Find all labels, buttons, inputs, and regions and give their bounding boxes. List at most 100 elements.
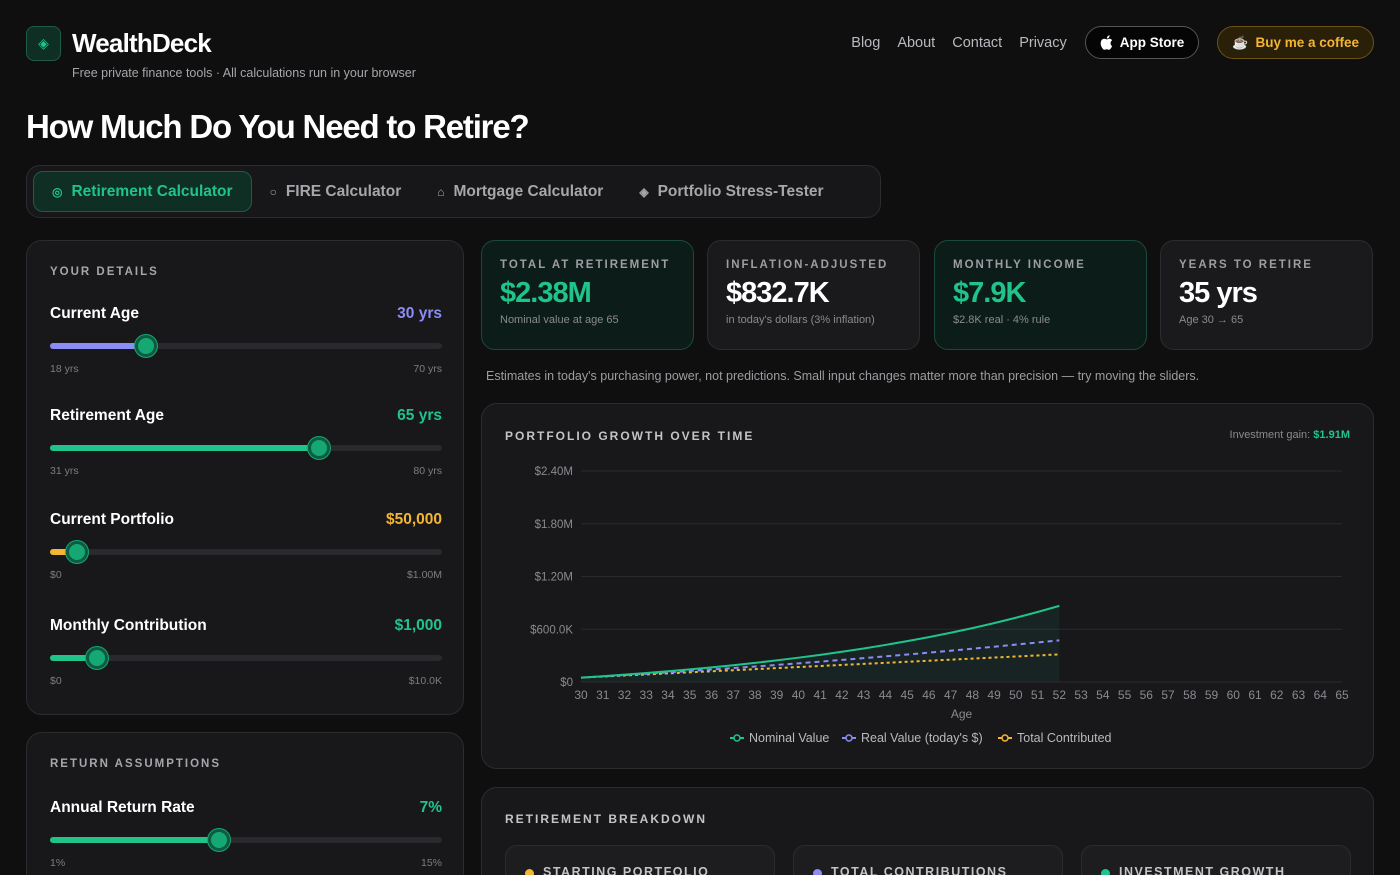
app-store-label: App Store bbox=[1119, 35, 1185, 50]
nav-privacy-link[interactable]: Privacy bbox=[1019, 34, 1067, 51]
x-tick-label: 36 bbox=[705, 688, 719, 702]
x-tick-label: 39 bbox=[770, 688, 784, 702]
slider-fill bbox=[50, 655, 98, 661]
monthly-contribution-slider[interactable]: Monthly Contribution $1,000 $0 $10.0K bbox=[50, 617, 442, 697]
slider-thumb[interactable] bbox=[307, 437, 330, 459]
x-tick-label: 46 bbox=[922, 688, 936, 702]
stat-sub: in today's dollars (3% inflation) bbox=[726, 314, 875, 326]
app-store-button[interactable]: App Store bbox=[1084, 26, 1200, 59]
legend-label: Nominal Value bbox=[749, 731, 829, 745]
slider-track[interactable] bbox=[50, 541, 442, 563]
slider-max: 15% bbox=[420, 857, 442, 869]
legend-label: Total Contributed bbox=[1017, 731, 1112, 745]
circle-icon: ○ bbox=[269, 184, 277, 199]
stat-value: $832.7K bbox=[726, 277, 830, 309]
top-nav: Blog About Contact Privacy App Store ☕ B… bbox=[834, 26, 1374, 59]
slider-max: 80 yrs bbox=[413, 465, 442, 477]
x-tick-label: 55 bbox=[1118, 688, 1132, 702]
slider-fill bbox=[50, 343, 147, 349]
page-title: How Much Do You Need to Retire? bbox=[26, 108, 530, 145]
series-line bbox=[580, 604, 1060, 679]
x-axis-label: Age bbox=[951, 707, 973, 721]
tab-portfolio-stress-tester[interactable]: ◈ Portfolio Stress-Tester bbox=[621, 171, 841, 212]
nav-about-link[interactable]: About bbox=[897, 34, 936, 51]
x-tick-label: 56 bbox=[1140, 688, 1154, 702]
legend-label: Real Value (today's $) bbox=[861, 731, 983, 745]
slider-min: 31 yrs bbox=[50, 465, 79, 477]
retirement-breakdown-panel: RETIREMENT BREAKDOWN STARTING PORTFOLIO … bbox=[481, 787, 1374, 875]
x-tick-label: 47 bbox=[944, 688, 958, 702]
slider-thumb[interactable] bbox=[86, 647, 109, 669]
slider-label: Current Age bbox=[50, 305, 139, 322]
current-portfolio-slider[interactable]: Current Portfolio $50,000 $0 $1.00M bbox=[50, 511, 442, 591]
x-tick-label: 48 bbox=[966, 688, 980, 702]
x-tick-label: 45 bbox=[900, 688, 914, 702]
stat-label: YEARS TO RETIRE bbox=[1179, 259, 1313, 271]
slider-thumb[interactable] bbox=[66, 541, 89, 563]
slider-max: 70 yrs bbox=[413, 363, 442, 375]
slider-value: $1,000 bbox=[394, 617, 442, 634]
investment-gain-label: Investment gain: bbox=[1229, 429, 1314, 441]
nominal-area-fill bbox=[581, 605, 1060, 682]
x-tick-label: 63 bbox=[1292, 688, 1306, 702]
x-tick-label: 53 bbox=[1074, 688, 1088, 702]
y-tick-label: $1.80M bbox=[535, 519, 573, 531]
breakdown-title: RETIREMENT BREAKDOWN bbox=[505, 812, 707, 826]
annual-return-slider[interactable]: Annual Return Rate 7% 1% 15% bbox=[50, 799, 442, 875]
panel-title: YOUR DETAILS bbox=[50, 266, 159, 278]
tab-label: Portfolio Stress-Tester bbox=[657, 182, 824, 200]
x-tick-label: 62 bbox=[1270, 688, 1284, 702]
nav-blog-link[interactable]: Blog bbox=[851, 34, 881, 51]
slider-label: Annual Return Rate bbox=[50, 799, 195, 816]
tab-mortgage-calculator[interactable]: ⌂ Mortgage Calculator bbox=[419, 171, 621, 212]
site-header: ◈ WealthDeck Free private finance tools … bbox=[26, 26, 1374, 86]
stat-label: MONTHLY INCOME bbox=[953, 259, 1086, 271]
slider-thumb[interactable] bbox=[207, 829, 230, 851]
portfolio-growth-chart[interactable]: $0 $600.0K $1.20M $1.80M $2.40M 30 31 32 33 34 35 3… bbox=[482, 404, 1375, 770]
slider-min: $0 bbox=[50, 675, 62, 687]
x-tick-label: 50 bbox=[1009, 688, 1023, 702]
nav-contact-link[interactable]: Contact bbox=[952, 34, 1003, 51]
slider-min: 1% bbox=[50, 857, 66, 869]
slider-min: 18 yrs bbox=[50, 363, 79, 375]
x-tick-label: 43 bbox=[857, 688, 871, 702]
x-tick-label: 49 bbox=[987, 688, 1001, 702]
x-tick-label: 54 bbox=[1096, 688, 1110, 702]
tab-label: Retirement Calculator bbox=[71, 182, 233, 200]
return-assumptions-panel: RETURN ASSUMPTIONS Annual Return Rate 7%… bbox=[26, 732, 464, 875]
tab-fire-calculator[interactable]: ○ FIRE Calculator bbox=[252, 171, 420, 212]
x-tick-label: 40 bbox=[792, 688, 806, 702]
legend-marker bbox=[1001, 734, 1009, 742]
current-age-slider[interactable]: Current Age 30 yrs 18 yrs 70 yrs bbox=[50, 305, 442, 385]
slider-value: 65 yrs bbox=[397, 407, 442, 424]
slider-value: 30 yrs bbox=[397, 305, 442, 322]
diamond-icon[interactable]: ◈ bbox=[26, 26, 61, 61]
slider-thumb[interactable] bbox=[135, 335, 158, 357]
x-tick-label: 41 bbox=[813, 688, 827, 702]
stat-sub: Age 30 → 65 bbox=[1179, 314, 1244, 326]
your-details-panel: YOUR DETAILS Current Age 30 yrs 18 yrs 7… bbox=[26, 240, 464, 715]
brand-name[interactable]: WealthDeck bbox=[72, 28, 212, 58]
x-tick-label: 64 bbox=[1314, 688, 1328, 702]
series-line bbox=[580, 653, 1060, 679]
breakdown-total-contributions: TOTAL CONTRIBUTIONS bbox=[793, 845, 1063, 875]
tab-retirement-calculator[interactable]: ◎ Retirement Calculator bbox=[33, 171, 252, 212]
tagline: Free private finance tools · All calcula… bbox=[72, 66, 416, 80]
slider-track[interactable] bbox=[50, 647, 442, 669]
stat-sub: $2.8K real · 4% rule bbox=[953, 314, 1051, 326]
x-tick-label: 42 bbox=[835, 688, 849, 702]
retirement-age-slider[interactable]: Retirement Age 65 yrs 31 yrs 80 yrs bbox=[50, 407, 442, 487]
slider-track[interactable] bbox=[50, 437, 442, 459]
diamond-icon: ◈ bbox=[639, 184, 649, 199]
stat-total-at-retirement: TOTAL AT RETIREMENT $2.38M Nominal value… bbox=[481, 240, 694, 350]
legend-marker bbox=[733, 734, 741, 742]
slider-track[interactable] bbox=[50, 829, 442, 851]
portfolio-growth-chart-panel: $0 $600.0K $1.20M $1.80M $2.40M 30 31 32 33 34 35 3… bbox=[481, 403, 1374, 769]
buy-coffee-button[interactable]: ☕ Buy me a coffee bbox=[1217, 26, 1374, 59]
panel-title: RETURN ASSUMPTIONS bbox=[50, 758, 222, 770]
slider-track[interactable] bbox=[50, 335, 442, 357]
breakdown-investment-growth: INVESTMENT GROWTH bbox=[1081, 845, 1351, 875]
stat-value: 35 yrs bbox=[1179, 277, 1258, 309]
x-tick-label: 51 bbox=[1031, 688, 1045, 702]
slider-label: Current Portfolio bbox=[50, 511, 174, 528]
